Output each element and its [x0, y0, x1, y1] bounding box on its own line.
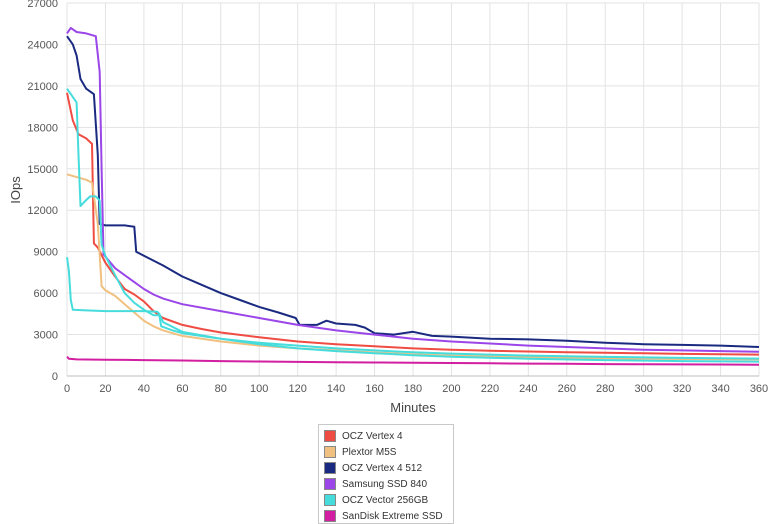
- y-tick-label: 12000: [27, 205, 58, 217]
- legend-item[interactable]: OCZ Vector 256GB: [324, 492, 448, 508]
- legend-item[interactable]: Plextor M5S: [324, 444, 448, 460]
- series-line-5: [66, 257, 760, 363]
- y-tick-label: 21000: [27, 81, 58, 93]
- series-line-3: [66, 26, 760, 353]
- x-tick-label: 160: [365, 383, 383, 395]
- legend-label: Plextor M5S: [342, 446, 397, 458]
- x-tick-label: 120: [288, 383, 306, 395]
- series-line-0: [66, 92, 760, 356]
- legend-label: SanDisk Extreme SSD: [342, 510, 443, 522]
- x-tick-label: 20: [99, 383, 111, 395]
- x-tick-label: 80: [215, 383, 227, 395]
- legend-item[interactable]: Samsung SSD 840: [324, 476, 448, 492]
- legend-swatch: [324, 430, 336, 442]
- legend-swatch: [324, 446, 336, 458]
- legend-item[interactable]: SanDisk Extreme SSD: [324, 508, 448, 524]
- x-tick-label: 60: [176, 383, 188, 395]
- y-tick-label: 0: [52, 371, 58, 383]
- y-tick-label: 24000: [27, 39, 58, 51]
- y-tick-label: 15000: [27, 164, 58, 176]
- legend-swatch: [324, 510, 336, 522]
- y-tick-label: 18000: [27, 122, 58, 134]
- legend-label: OCZ Vector 256GB: [342, 494, 429, 506]
- x-tick-label: 260: [558, 383, 576, 395]
- y-tick-label: 6000: [34, 288, 58, 300]
- x-axis-title: Minutes: [390, 400, 436, 415]
- legend-item[interactable]: OCZ Vertex 4: [324, 428, 448, 444]
- legend-label: OCZ Vertex 4 512: [342, 462, 423, 474]
- x-tick-label: 300: [634, 383, 652, 395]
- x-tick-label: 140: [327, 383, 345, 395]
- x-tick-label: 320: [673, 383, 691, 395]
- legend-label: OCZ Vertex 4: [342, 430, 403, 442]
- legend-swatch: [324, 494, 336, 506]
- x-tick-label: 340: [711, 383, 729, 395]
- x-tick-label: 100: [250, 383, 268, 395]
- x-tick-label: 40: [138, 383, 150, 395]
- y-tick-label: 27000: [27, 0, 58, 10]
- y-tick-label: 3000: [34, 330, 58, 342]
- legend-swatch: [324, 462, 336, 474]
- series-lines: [66, 26, 760, 366]
- x-tick-label: 240: [519, 383, 537, 395]
- x-tick-label: 360: [750, 383, 768, 395]
- series-line-4: [66, 88, 760, 360]
- y-tick-label: 9000: [34, 247, 58, 259]
- axes: 0300060009000120001500018000210002400027…: [27, 0, 768, 395]
- legend: OCZ Vertex 4 Plextor M5S OCZ Vertex 4 51…: [318, 424, 454, 524]
- x-tick-label: 0: [64, 383, 70, 395]
- legend-label: Samsung SSD 840: [342, 478, 428, 490]
- x-tick-label: 220: [481, 383, 499, 395]
- y-axis-title: IOps: [8, 176, 23, 204]
- grid: [66, 2, 760, 377]
- x-tick-label: 180: [404, 383, 422, 395]
- legend-item[interactable]: OCZ Vertex 4 512: [324, 460, 448, 476]
- x-tick-label: 200: [442, 383, 460, 395]
- x-tick-label: 280: [596, 383, 614, 395]
- series-line-6: [66, 356, 760, 366]
- series-line-1: [66, 173, 760, 361]
- legend-swatch: [324, 478, 336, 490]
